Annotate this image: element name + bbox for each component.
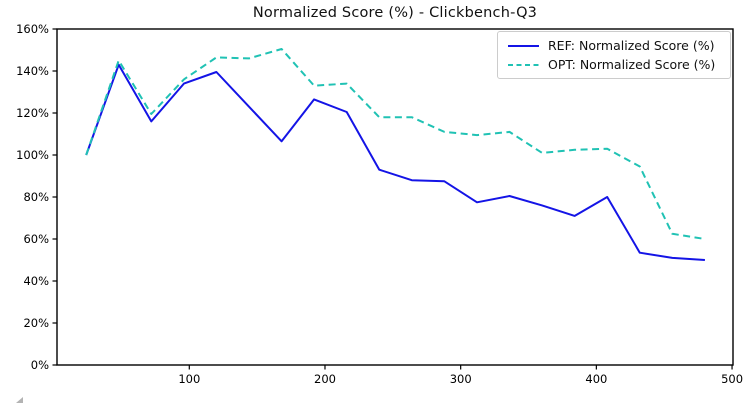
legend-line-opt-icon xyxy=(508,63,539,66)
x-tick-label: 300 xyxy=(450,372,472,386)
x-tick-label: 400 xyxy=(585,372,607,386)
y-tick-label: 120% xyxy=(16,106,49,120)
legend-label-ref: REF: Normalized Score (%) xyxy=(548,38,715,53)
y-tick-label: 80% xyxy=(23,190,49,204)
legend-item-opt: OPT: Normalized Score (%) xyxy=(507,57,722,72)
y-tick-label: 40% xyxy=(23,274,49,288)
legend-item-ref: REF: Normalized Score (%) xyxy=(507,38,722,53)
legend-line-ref-icon xyxy=(508,44,539,47)
y-tick-label: 60% xyxy=(23,232,49,246)
cursor-artifact xyxy=(16,397,23,403)
y-tick-label: 0% xyxy=(31,358,49,372)
series-line-ref xyxy=(85,63,705,261)
y-tick-label: 160% xyxy=(16,22,49,36)
legend-label-opt: OPT: Normalized Score (%) xyxy=(548,57,716,72)
x-tick-label: 500 xyxy=(721,372,743,386)
legend: REF: Normalized Score (%) OPT: Normalize… xyxy=(497,31,731,79)
y-tick-label: 140% xyxy=(16,64,49,78)
plot-frame xyxy=(56,28,734,366)
x-tick-label: 100 xyxy=(178,372,200,386)
chart-title: Normalized Score (%) - Clickbench-Q3 xyxy=(252,5,538,21)
y-tick-label: 100% xyxy=(16,148,49,162)
series-line-opt xyxy=(85,48,706,240)
y-tick-label: 20% xyxy=(23,316,49,330)
x-tick-label: 200 xyxy=(314,372,336,386)
